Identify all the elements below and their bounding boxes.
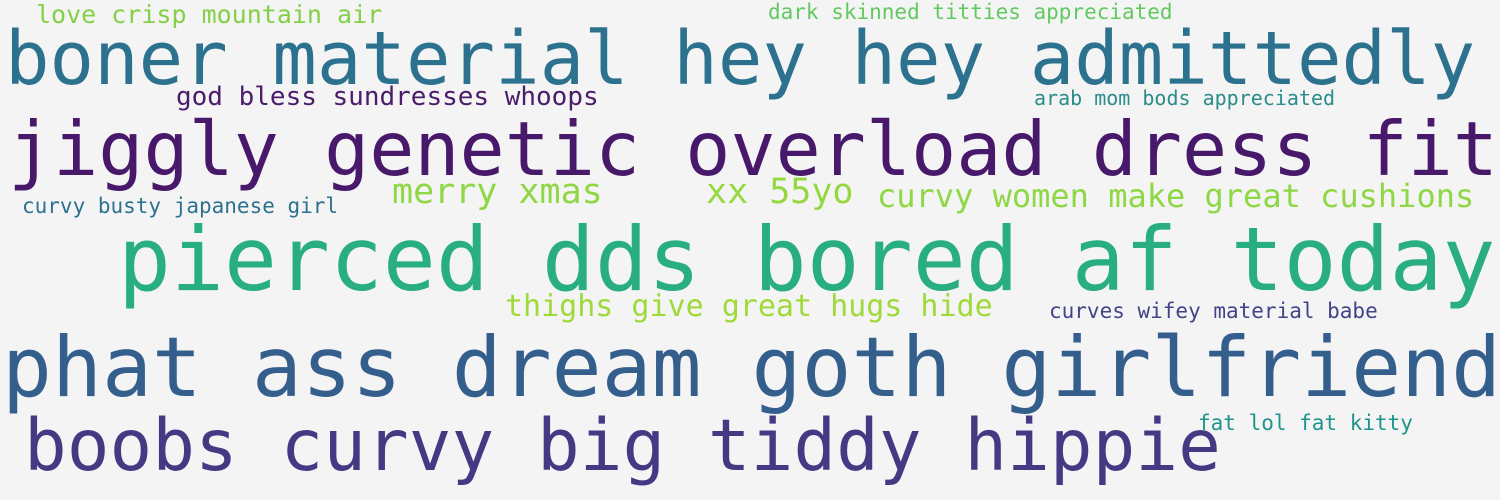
word-phrase: xx 55yo <box>706 172 854 212</box>
word-phrase: jiggly genetic overload dress fits <box>8 105 1500 193</box>
word-phrase: curves wifey material babe <box>1049 299 1378 323</box>
word-phrase: boner material hey hey admittedly <box>5 16 1476 102</box>
word-phrase: pierced dds bored af today <box>118 208 1496 311</box>
word-phrase: god bless sundresses whoops <box>176 82 599 112</box>
word-phrase: arab mom bods appreciated <box>1034 86 1336 110</box>
word-phrase: curvy busty japanese girl <box>22 194 339 218</box>
word-phrase: boobs curvy big tiddy hippie <box>24 404 1221 487</box>
word-phrase: curvy women make great cushions <box>877 177 1475 215</box>
word-phrase: love crisp mountain air <box>36 0 383 29</box>
word-phrase: dark skinned titties appreciated <box>768 0 1173 24</box>
word-phrase: phat ass dream goth girlfriend <box>2 319 1500 416</box>
word-phrase: thighs give great hugs hide <box>505 289 993 324</box>
word-phrase: merry xmas <box>392 172 603 212</box>
word-phrase: fat lol fat kitty <box>1198 411 1413 435</box>
